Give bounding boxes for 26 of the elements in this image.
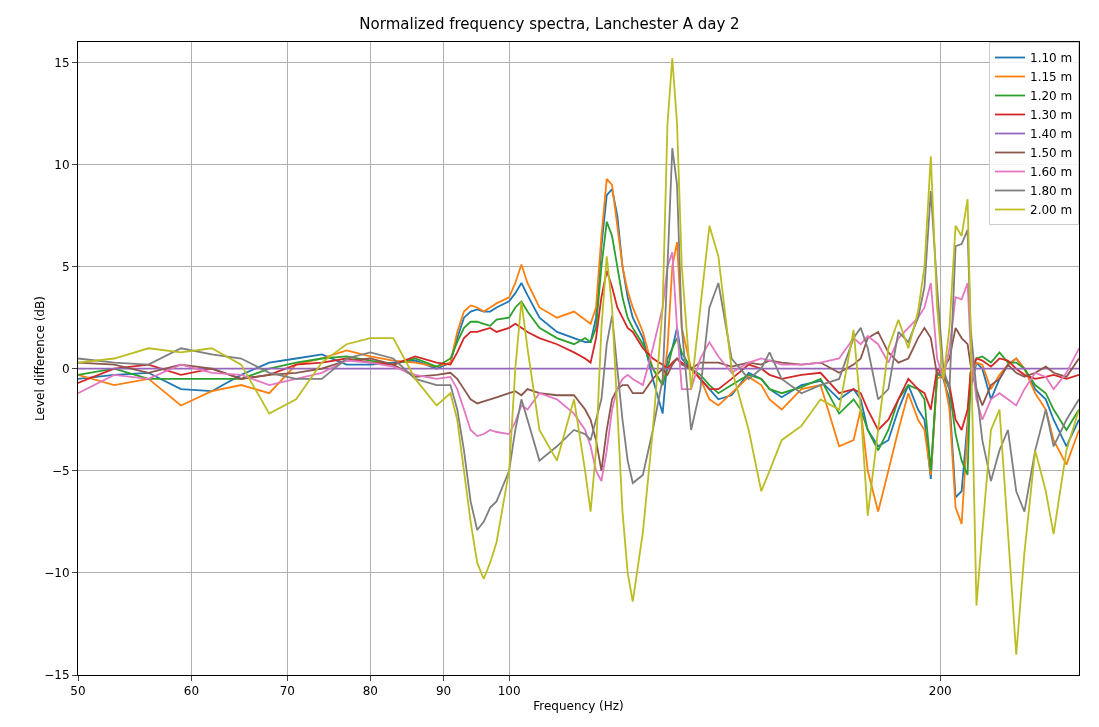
y-axis-title: Level difference (dB) xyxy=(33,296,47,421)
x-tick-label: 100 xyxy=(497,684,521,699)
y-tick-label: 0 xyxy=(61,361,70,376)
legend-label: 1.50 m xyxy=(1030,146,1073,161)
x-tick-label: 80 xyxy=(362,684,378,699)
legend-label: 1.60 m xyxy=(1030,165,1073,180)
y-tick-label: 15 xyxy=(54,55,70,70)
legend-label: 1.15 m xyxy=(1030,70,1073,85)
y-tick-label: −10 xyxy=(44,566,70,581)
y-tick-label: −5 xyxy=(51,464,70,479)
y-tick-label: −15 xyxy=(44,668,70,683)
legend-label: 1.10 m xyxy=(1030,51,1073,66)
x-axis-title: Frequency (Hz) xyxy=(533,699,624,714)
x-tick-label: 60 xyxy=(183,684,200,699)
x-tick-label: 90 xyxy=(435,684,452,699)
x-tick-label: 200 xyxy=(928,684,952,699)
legend-label: 1.30 m xyxy=(1030,108,1073,123)
legend-label: 1.40 m xyxy=(1030,127,1073,142)
chart-title: Normalized frequency spectra, Lanchester A day 2 xyxy=(359,14,740,33)
legend-label: 1.80 m xyxy=(1030,184,1073,199)
legend-label: 2.00 m xyxy=(1030,203,1073,218)
x-tick-label: 50 xyxy=(70,684,86,699)
x-tick-label: 70 xyxy=(279,684,295,699)
y-tick-label: 10 xyxy=(54,157,70,172)
legend-label: 1.20 m xyxy=(1030,89,1073,104)
y-tick-label: 5 xyxy=(61,259,70,274)
